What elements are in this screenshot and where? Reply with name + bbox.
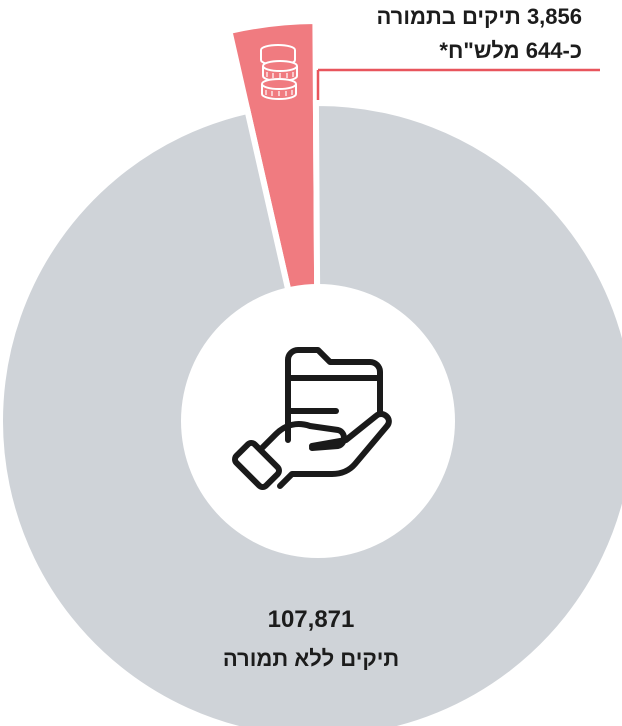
donut-hole (181, 284, 455, 558)
leader-line (316, 68, 600, 100)
hand-holding-folder-icon (232, 347, 392, 490)
small-slice-value-label: 3,856 תיקים בתמורה (376, 4, 582, 29)
large-slice-label: תיקים ללא תמורה (222, 646, 400, 671)
large-slice-value-label: 107,871 (267, 606, 355, 633)
small-slice-note: כ-644 מלש"ח* (439, 38, 582, 63)
coin-stack-icon (260, 44, 298, 100)
